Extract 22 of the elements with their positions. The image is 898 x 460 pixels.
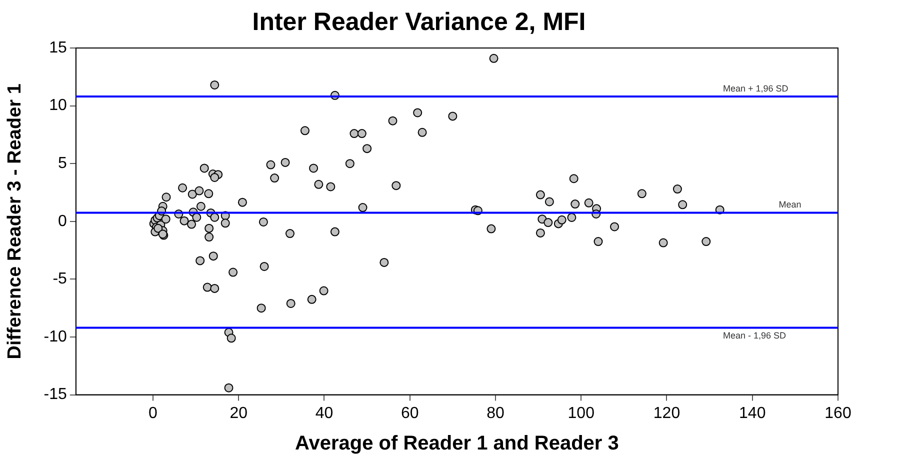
- y-tick-label: -5: [52, 270, 68, 288]
- chart-title: Inter Reader Variance 2, MFI: [252, 8, 586, 36]
- ref-line-label: Mean + 1,96 SD: [723, 84, 789, 94]
- y-tick-label: 10: [49, 97, 68, 114]
- y-axis-title: Difference Reader 3 - Reader 1: [4, 83, 26, 360]
- ref-line-label: Mean - 1,96 SD: [723, 330, 787, 341]
- x-tick-label: 60: [400, 404, 419, 422]
- x-tick-label: 40: [315, 404, 334, 422]
- x-tick-label: 0: [148, 404, 158, 422]
- y-tick-label: 15: [49, 39, 68, 56]
- x-tick-label: 20: [230, 404, 248, 422]
- ref-line-label: Mean: [778, 200, 802, 210]
- y-tick-label: -15: [44, 386, 68, 404]
- x-tick-label: 80: [486, 404, 504, 422]
- x-tick-label: 160: [824, 404, 852, 422]
- x-tick-label: 100: [568, 404, 595, 422]
- y-tick-label: 5: [58, 155, 68, 172]
- x-axis-title: Average of Reader 1 and Reader 3: [295, 432, 619, 455]
- y-tick-label: -10: [44, 328, 68, 346]
- x-tick-label: 120: [653, 404, 680, 422]
- y-tick-label: 0: [58, 212, 68, 230]
- x-tick-label: 140: [739, 404, 766, 422]
